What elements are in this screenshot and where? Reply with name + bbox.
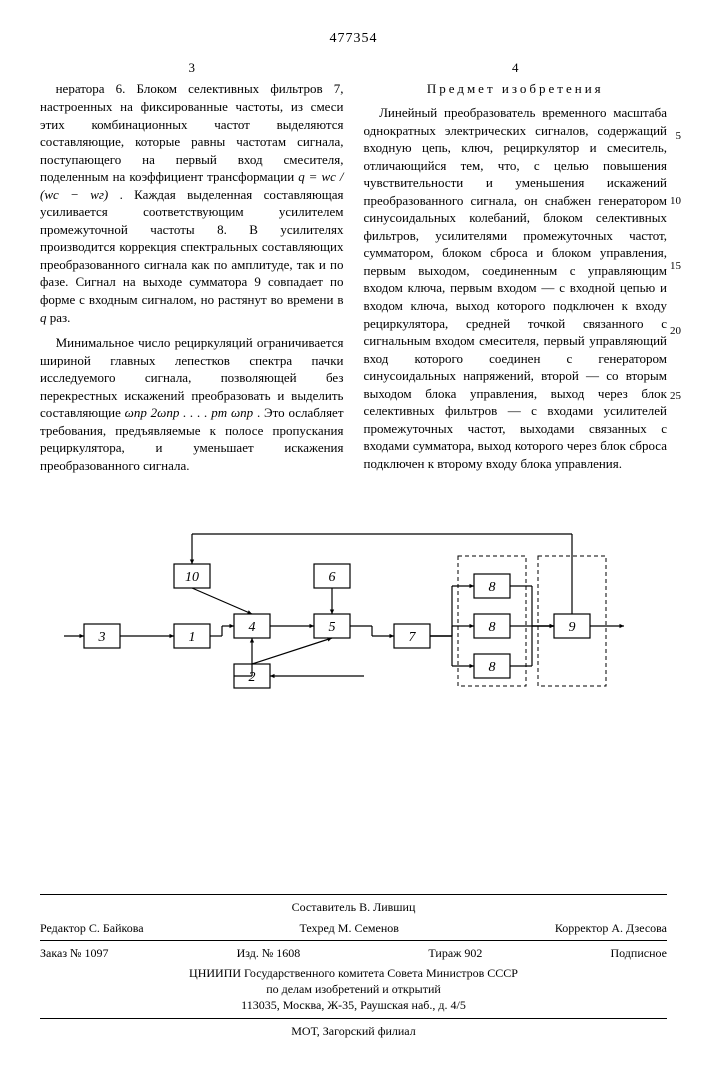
svg-text:8: 8 — [488, 620, 495, 635]
left-column: 3 нератора 6. Блоком селективных фильтро… — [40, 59, 344, 475]
composer: Составитель В. Лившиц — [40, 899, 667, 915]
svg-text:7: 7 — [408, 630, 416, 645]
org-line-1: ЦНИИПИ Государственного комитета Совета … — [40, 965, 667, 981]
left-para-2: Минимальное число рециркуляций ограничив… — [40, 334, 344, 474]
block-diagram: 3101246578889 — [40, 504, 667, 714]
right-col-number: 4 — [364, 59, 668, 77]
org-line-2: по делам изобретений и открытий — [40, 981, 667, 997]
editor: Редактор С. Байкова — [40, 920, 144, 936]
credits-row: Редактор С. Байкова Техред М. Семенов Ко… — [40, 920, 667, 936]
svg-text:5: 5 — [328, 620, 335, 635]
text: раз. — [50, 310, 71, 325]
patent-number: 477354 — [40, 30, 667, 49]
tiraz: Тираж 902 — [428, 945, 482, 961]
right-column: 4 Предмет изобретения Линейный преобразо… — [364, 59, 668, 475]
line-marker: 10 — [670, 194, 681, 209]
svg-text:3: 3 — [97, 630, 105, 645]
divider — [40, 1018, 667, 1019]
svg-text:4: 4 — [248, 620, 255, 635]
text-columns: 3 нератора 6. Блоком селективных фильтро… — [40, 59, 667, 475]
footer: Составитель В. Лившиц Редактор С. Байков… — [40, 894, 667, 1038]
svg-text:8: 8 — [488, 580, 495, 595]
line-marker: 20 — [670, 324, 681, 339]
svg-text:8: 8 — [488, 660, 495, 675]
q-var: q — [40, 310, 47, 325]
claims-heading: Предмет изобретения — [364, 80, 668, 98]
text: . Каждая выделенная составляющая усилива… — [40, 187, 344, 307]
divider — [40, 940, 667, 941]
line-marker: 15 — [670, 259, 681, 274]
left-para-1: нератора 6. Блоком селективных фильтров … — [40, 80, 344, 326]
izd-no: Изд. № 1608 — [237, 945, 301, 961]
divider — [40, 894, 667, 895]
svg-text:1: 1 — [188, 630, 195, 645]
series: ωпр 2ωпр . . . . pm ωпр — [125, 405, 254, 420]
subscription: Подписное — [610, 945, 667, 961]
printer: МОТ, Загорский филиал — [40, 1023, 667, 1039]
svg-text:10: 10 — [185, 570, 199, 585]
diagram-svg: 3101246578889 — [54, 504, 654, 714]
order-no: Заказ № 1097 — [40, 945, 109, 961]
tech-editor: Техред М. Семенов — [299, 920, 398, 936]
right-body: Линейный преобразователь временного масш… — [364, 104, 668, 472]
line-marker: 5 — [676, 129, 682, 144]
svg-text:9: 9 — [568, 620, 575, 635]
line-marker: 25 — [670, 389, 681, 404]
svg-text:6: 6 — [328, 570, 335, 585]
pub-info-row: Заказ № 1097 Изд. № 1608 Тираж 902 Подпи… — [40, 945, 667, 961]
corrector: Корректор А. Дзесова — [555, 920, 667, 936]
left-col-number: 3 — [40, 59, 344, 77]
